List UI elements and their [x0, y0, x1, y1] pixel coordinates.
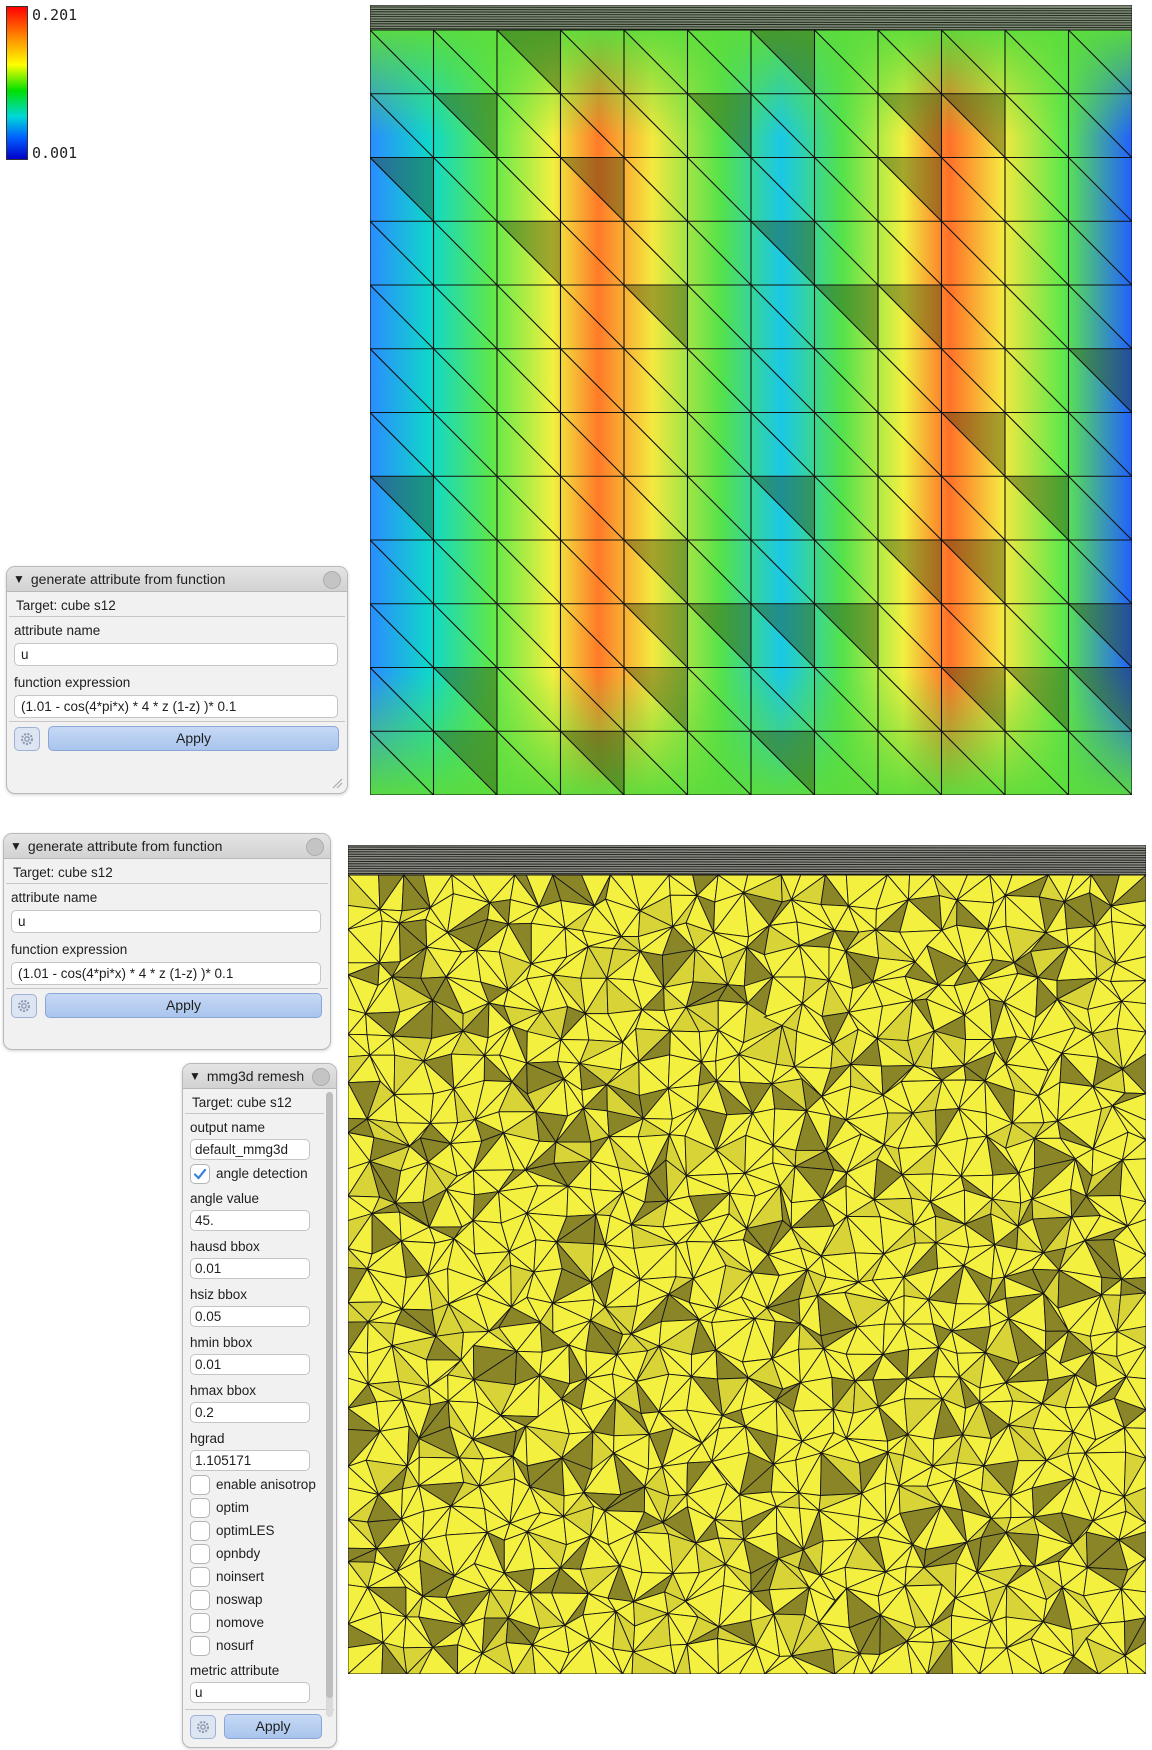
target-label: Target: cube s12: [9, 592, 345, 617]
viewport-colored-mesh[interactable]: [370, 5, 1132, 795]
hausd-bbox-label: hausd bbox: [190, 1239, 260, 1254]
angle-detection-label: angle detection: [216, 1166, 308, 1181]
metric-attribute-input[interactable]: u: [190, 1682, 310, 1703]
panel-header[interactable]: ▼ generate attribute from function: [4, 834, 330, 859]
close-icon[interactable]: [312, 1068, 330, 1086]
enable-anisotrop-checkbox-row[interactable]: enable anisotrop: [183, 1473, 336, 1496]
hausd-bbox-input[interactable]: 0.01: [190, 1258, 310, 1279]
nomove-checkbox-row[interactable]: nomove: [183, 1611, 336, 1634]
apply-button[interactable]: Apply: [45, 993, 322, 1018]
close-icon[interactable]: [306, 838, 324, 856]
enable-anisotrop-checkbox[interactable]: [190, 1474, 210, 1495]
output-name-input[interactable]: default_mmg3d: [190, 1139, 310, 1160]
attribute-name-input[interactable]: u: [14, 643, 338, 666]
panel-title: generate attribute from function: [27, 838, 223, 854]
hmax-bbox-input[interactable]: 0.2: [190, 1402, 310, 1423]
colored-mesh-render: [370, 5, 1132, 795]
angle-value-label: angle value: [190, 1191, 260, 1206]
apply-button[interactable]: Apply: [48, 726, 339, 751]
collapse-triangle-icon[interactable]: ▼: [13, 572, 25, 586]
hgrad-label: hgrad: [190, 1431, 225, 1446]
nomove-checkbox[interactable]: [190, 1612, 210, 1633]
optim-label: optim: [216, 1500, 250, 1515]
noinsert-checkbox[interactable]: [190, 1566, 210, 1587]
panel-generate-attribute-2: ▼ generate attribute from function Targe…: [3, 833, 331, 1050]
nomove-label: nomove: [216, 1615, 265, 1630]
settings-gear-button[interactable]: [190, 1714, 216, 1739]
gear-icon: [21, 732, 33, 745]
noswap-label: noswap: [216, 1592, 263, 1607]
function-expression-input[interactable]: (1.01 - cos(4*pi*x) * 4 * z (1-z) )* 0.1: [11, 962, 321, 985]
opnbdy-label: opnbdy: [216, 1546, 261, 1561]
scrollbar-thumb[interactable]: [326, 1092, 333, 1699]
divider: [185, 1709, 334, 1710]
checkmark-icon: [193, 1168, 207, 1180]
optim-checkbox[interactable]: [190, 1497, 210, 1518]
collapse-triangle-icon[interactable]: ▼: [10, 839, 22, 853]
hmin-bbox-label: hmin bbox: [190, 1335, 253, 1350]
panel-generate-attribute-1: ▼ generate attribute from function Targe…: [6, 566, 348, 794]
angle-detection-checkbox-row[interactable]: angle detection: [183, 1162, 336, 1185]
noinsert-checkbox-row[interactable]: noinsert: [183, 1565, 336, 1588]
noswap-checkbox[interactable]: [190, 1589, 210, 1610]
angle-detection-checkbox[interactable]: [190, 1163, 210, 1184]
optimles-label: optimLES: [216, 1523, 275, 1538]
gear-icon: [197, 1720, 209, 1733]
attribute-name-input[interactable]: u: [11, 910, 321, 933]
hmin-bbox-input[interactable]: 0.01: [190, 1354, 310, 1375]
target-label: Target: cube s12: [6, 859, 328, 884]
colorbar: [6, 6, 28, 160]
resize-grip-icon[interactable]: [331, 777, 343, 789]
hsiz-bbox-label: hsiz bbox: [190, 1287, 248, 1302]
function-expression-input[interactable]: (1.01 - cos(4*pi*x) * 4 * z (1-z) )* 0.1: [14, 695, 338, 718]
panel-mmg3d-remesh: ▼ mmg3d remesh Target: cube s12 output n…: [182, 1063, 337, 1748]
opnbdy-checkbox[interactable]: [190, 1543, 210, 1564]
optimles-checkbox[interactable]: [190, 1520, 210, 1541]
hmax-bbox-label: hmax bbox: [190, 1383, 257, 1398]
nosurf-label: nosurf: [216, 1638, 254, 1653]
settings-gear-button[interactable]: [14, 726, 40, 751]
collapse-triangle-icon[interactable]: ▼: [189, 1069, 201, 1083]
optimles-checkbox-row[interactable]: optimLES: [183, 1519, 336, 1542]
opnbdy-checkbox-row[interactable]: opnbdy: [183, 1542, 336, 1565]
settings-gear-button[interactable]: [11, 993, 37, 1018]
viewport-remeshed[interactable]: [348, 845, 1146, 1674]
angle-value-input[interactable]: 45.: [190, 1210, 310, 1231]
divider: [6, 988, 328, 989]
enable-anisotrop-label: enable anisotrop: [216, 1477, 316, 1492]
remeshed-mesh-render: [348, 845, 1146, 1674]
divider: [9, 721, 345, 722]
panel-header[interactable]: ▼ generate attribute from function: [7, 567, 347, 592]
nosurf-checkbox[interactable]: [190, 1635, 210, 1656]
function-expression-label: function expression: [11, 942, 128, 957]
metric-attribute-label: metric attribute: [190, 1663, 280, 1678]
apply-button[interactable]: Apply: [224, 1714, 322, 1739]
gear-icon: [18, 999, 30, 1012]
colorbar-min-label: 0.001: [32, 144, 78, 162]
scrollbar[interactable]: [326, 1092, 333, 1717]
attribute-name-label: attribute name: [14, 623, 101, 638]
noinsert-label: noinsert: [216, 1569, 265, 1584]
nosurf-checkbox-row[interactable]: nosurf: [183, 1634, 336, 1657]
attribute-name-label: attribute name: [11, 890, 98, 905]
close-icon[interactable]: [323, 571, 341, 589]
optim-checkbox-row[interactable]: optim: [183, 1496, 336, 1519]
hgrad-input[interactable]: 1.105171: [190, 1450, 310, 1471]
colorbar-max-label: 0.201: [32, 6, 78, 24]
panel-title: mmg3d remesh: [206, 1068, 305, 1084]
panel-title: generate attribute from function: [30, 571, 226, 587]
hsiz-bbox-input[interactable]: 0.05: [190, 1306, 310, 1327]
output-name-label: output name: [190, 1120, 266, 1135]
noswap-checkbox-row[interactable]: noswap: [183, 1588, 336, 1611]
panel-header[interactable]: ▼ mmg3d remesh: [183, 1064, 336, 1089]
function-expression-label: function expression: [14, 675, 131, 690]
target-label: Target: cube s12: [185, 1089, 324, 1114]
